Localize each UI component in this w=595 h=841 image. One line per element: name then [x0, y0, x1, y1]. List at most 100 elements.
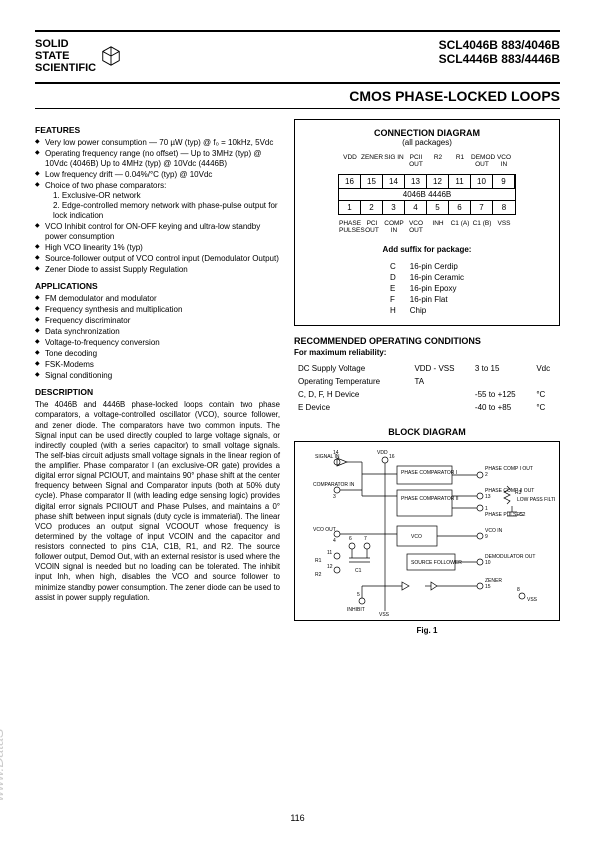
- part-line2: SCL4446B 883/4446B: [439, 52, 560, 66]
- suffix-heading: Add suffix for package:: [303, 245, 551, 254]
- app-item: Voltage-to-frequency conversion: [35, 338, 280, 348]
- bd-zener: ZENER: [485, 578, 502, 584]
- pin: 2: [361, 201, 383, 214]
- app-item: Frequency discriminator: [35, 316, 280, 326]
- pin: 14: [383, 175, 405, 188]
- bd-inhibit: INHIBIT: [347, 607, 365, 613]
- svg-text:11: 11: [327, 550, 332, 556]
- brand-line2: STATE: [35, 50, 96, 62]
- feature-item: High VCO linearity 1% (typ): [35, 243, 280, 253]
- bottom-pin-labels: PHASE PULSES PCI OUT COMP IN VCO OUT INH…: [303, 219, 551, 235]
- svg-text:16: 16: [389, 454, 395, 460]
- pin: 13: [405, 175, 427, 188]
- pin-label: ZENER: [361, 153, 383, 169]
- page-title: CMOS PHASE-LOCKED LOOPS: [35, 88, 560, 104]
- app-item: Data synchronization: [35, 327, 280, 337]
- top-rule: [35, 30, 560, 32]
- bd-c1: C1: [355, 568, 362, 574]
- bd-r3: R3: [515, 490, 522, 496]
- svg-text:15: 15: [485, 584, 491, 590]
- description-text: The 4046B and 4446B phase-locked loops c…: [35, 400, 280, 603]
- svg-text:14: 14: [333, 450, 339, 456]
- cube-logo-icon: [100, 45, 122, 67]
- applications-list: FM demodulator and modulator Frequency s…: [35, 294, 280, 381]
- pin: 10: [471, 175, 493, 188]
- description-heading: DESCRIPTION: [35, 387, 280, 397]
- pin: 3: [383, 201, 405, 214]
- feature-text: Choice of two phase comparators:: [45, 181, 166, 190]
- part-line1: SCL4046B 883/4046B: [439, 38, 560, 52]
- connection-diagram-box: CONNECTION DIAGRAM (all packages) VDD ZE…: [294, 119, 560, 326]
- rec-sub: For maximum reliability:: [294, 348, 560, 357]
- part-numbers: SCL4046B 883/4046B SCL4446B 883/4446B: [439, 38, 560, 67]
- pin: 16: [339, 175, 361, 188]
- svg-text:2: 2: [485, 472, 488, 478]
- feature-sub: 2. Edge-controlled memory network with p…: [53, 201, 280, 221]
- table-row: C, D, F, H Device-55 to +125°C: [296, 389, 558, 400]
- pin: 6: [449, 201, 471, 214]
- rec-table: DC Supply VoltageVDD - VSS3 to 15Vdc Ope…: [294, 361, 560, 415]
- pin-label: PCI OUT: [361, 219, 383, 235]
- svg-text:4: 4: [333, 538, 336, 544]
- pin: 15: [361, 175, 383, 188]
- pin-label: VCO OUT: [405, 219, 427, 235]
- figure-label: Fig. 1: [294, 626, 560, 635]
- suffix-table: C16-pin Cerdip D16-pin Ceramic E16-pin E…: [382, 260, 472, 317]
- bd-pc1: PHASE COMPARATOR I: [401, 470, 457, 476]
- pin: 4: [405, 201, 427, 214]
- feature-item: Operating frequency range (no offset) — …: [35, 149, 280, 169]
- title-rule: [35, 82, 560, 84]
- table-row: C16-pin Cerdip: [384, 262, 470, 271]
- table-row: E16-pin Epoxy: [384, 284, 470, 293]
- svg-text:5: 5: [357, 592, 360, 598]
- app-item: FM demodulator and modulator: [35, 294, 280, 304]
- feature-item: Source-follower output of VCO control in…: [35, 254, 280, 264]
- svg-text:8: 8: [517, 587, 520, 593]
- app-item: Signal conditioning: [35, 371, 280, 381]
- pin-label: PCII OUT: [405, 153, 427, 169]
- bd-vss: VSS: [379, 612, 390, 618]
- table-row: DC Supply VoltageVDD - VSS3 to 15Vdc: [296, 363, 558, 374]
- bd-vco-out: VCO OUT: [313, 527, 336, 533]
- page-number: 116: [290, 813, 304, 823]
- svg-text:3: 3: [333, 494, 336, 500]
- bd-vco-in: VCO IN: [485, 528, 503, 534]
- table-row: Operating TemperatureTA: [296, 376, 558, 387]
- feature-sub: 1. Exclusive-OR network: [53, 191, 280, 201]
- conn-sub: (all packages): [303, 138, 551, 147]
- pin-label: PHASE PULSES: [339, 219, 361, 235]
- bd-comp-in: COMPARATOR IN: [313, 482, 355, 488]
- top-pin-labels: VDD ZENER SIG IN PCII OUT R2 R1 DEMOD OU…: [303, 153, 551, 169]
- svg-text:6: 6: [349, 536, 352, 542]
- app-item: Tone decoding: [35, 349, 280, 359]
- features-heading: FEATURES: [35, 125, 280, 135]
- brand-line3: SCIENTIFIC: [35, 62, 96, 74]
- bd-vdd: VDD: [377, 450, 388, 456]
- block-diagram-icon: SIGNAL IN 14 VDD 16 VSS COMPARATOR IN 3 …: [294, 441, 560, 621]
- sub-rule: [35, 108, 560, 109]
- svg-text:10: 10: [485, 560, 491, 566]
- pin-label: DEMOD OUT: [471, 153, 493, 169]
- brand-line1: SOLID: [35, 38, 96, 50]
- feature-item: Choice of two phase comparators: 1. Excl…: [35, 181, 280, 221]
- pin-label: COMP IN: [383, 219, 405, 235]
- bd-vco: VCO: [411, 534, 422, 540]
- chip-outline: 16 15 14 13 12 11 10 9 4046B 4446B 1 2 3…: [338, 174, 516, 215]
- app-item: Frequency synthesis and multiplication: [35, 305, 280, 315]
- feature-item: Very low power consumption — 70 µW (typ)…: [35, 138, 280, 148]
- block-title: BLOCK DIAGRAM: [294, 427, 560, 437]
- svg-text:13: 13: [485, 494, 491, 500]
- watermark: www.DataS: [0, 729, 6, 801]
- pin: 5: [427, 201, 449, 214]
- svg-text:7: 7: [364, 536, 367, 542]
- chip-name: 4046B 4446B: [339, 188, 515, 201]
- bd-pc1-out: PHASE COMP I OUT: [485, 466, 533, 472]
- bd-pc2: PHASE COMPARATOR II: [401, 496, 459, 502]
- rec-heading: RECOMMENDED OPERATING CONDITIONS: [294, 336, 560, 346]
- pin: 7: [471, 201, 493, 214]
- pin: 11: [449, 175, 471, 188]
- pin-label: VSS: [493, 219, 515, 235]
- pin: 9: [493, 175, 515, 188]
- pin-label: SIG IN: [383, 153, 405, 169]
- pin-label: R2: [427, 153, 449, 169]
